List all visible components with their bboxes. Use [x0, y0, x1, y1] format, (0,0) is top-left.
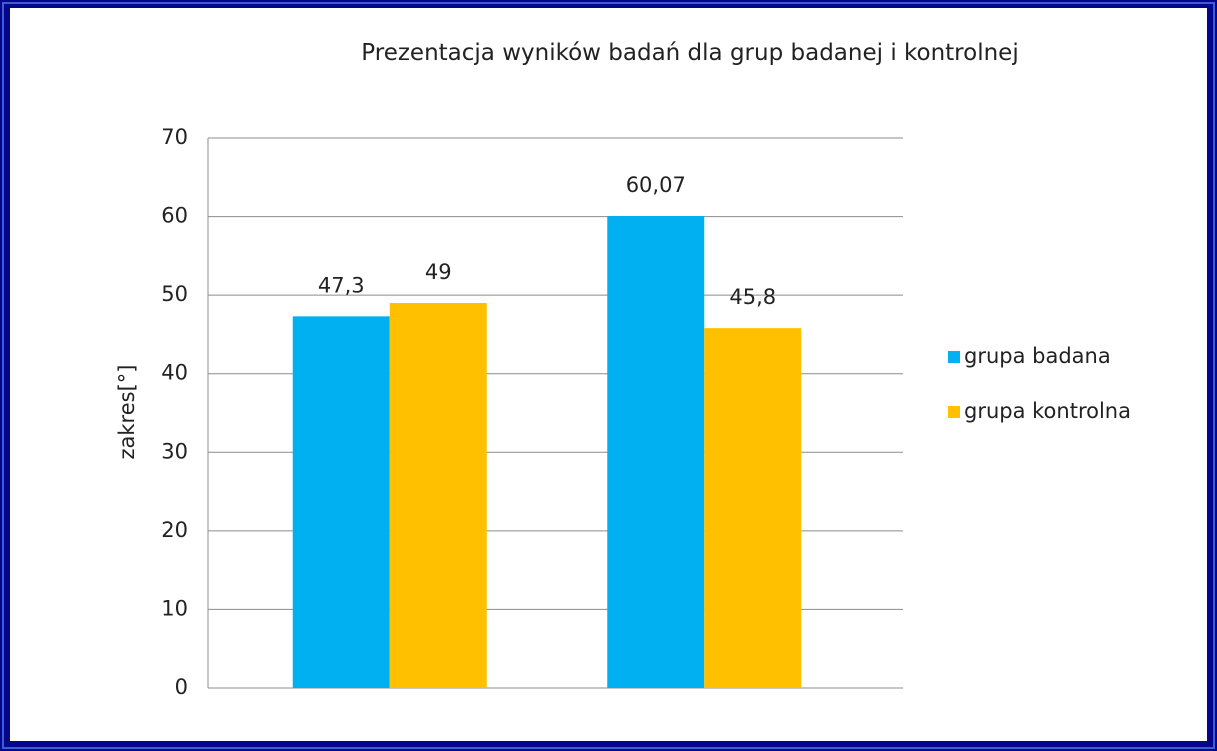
data-label: 47,3 — [318, 273, 365, 297]
legend-label: grupa kontrolna — [964, 399, 1131, 423]
y-axis-label: zakres[°] — [115, 365, 139, 460]
bar — [607, 216, 705, 688]
y-tick-label: 70 — [161, 125, 188, 149]
data-label: 49 — [425, 260, 452, 284]
y-tick-label: 60 — [161, 204, 188, 228]
data-label: 45,8 — [729, 285, 776, 309]
y-tick-label: 10 — [161, 596, 188, 620]
legend-swatch — [948, 351, 960, 363]
data-label: 60,07 — [626, 173, 686, 197]
legend-swatch — [948, 406, 960, 418]
bar — [389, 303, 487, 688]
bar — [292, 316, 390, 688]
legend-label: grupa badana — [964, 344, 1111, 368]
bar — [704, 328, 802, 688]
y-tick-label: 0 — [175, 675, 188, 699]
y-tick-label: 30 — [161, 439, 188, 463]
chart-title: Prezentacja wyników badań dla grup badan… — [361, 40, 1019, 66]
y-tick-label: 20 — [161, 518, 188, 542]
y-tick-label: 40 — [161, 361, 188, 385]
y-tick-label: 50 — [161, 282, 188, 306]
